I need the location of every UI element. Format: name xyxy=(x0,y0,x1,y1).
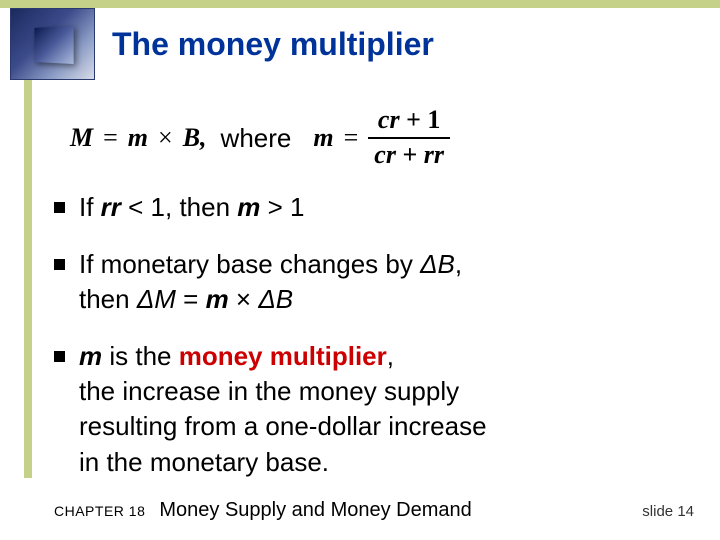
b2-eq: = xyxy=(176,284,206,314)
footer-left: CHAPTER 18 Money Supply and Money Demand xyxy=(54,499,472,522)
formula-eq2: = xyxy=(344,123,359,153)
formula-B: B xyxy=(183,123,200,153)
num-cr: cr xyxy=(378,105,400,134)
b3-m: m xyxy=(79,341,109,371)
b3-l1b: money multiplier xyxy=(179,341,387,371)
bullet-marker xyxy=(54,202,65,213)
bullet-2-text: If monetary base changes by ΔB, then ΔM … xyxy=(79,247,462,317)
top-bar xyxy=(0,0,720,8)
bullet-2: If monetary base changes by ΔB, then ΔM … xyxy=(54,247,664,317)
page-title: The money multiplier xyxy=(112,26,434,63)
formula: M = m × B , where m = cr + 1 cr + rr xyxy=(70,106,670,170)
chapter-label: CHAPTER 18 xyxy=(54,503,145,519)
b3-l4: in the monetary base. xyxy=(79,447,329,477)
den-cr: cr xyxy=(374,140,396,169)
formula-where: where xyxy=(221,123,292,154)
fraction-numerator: cr + 1 xyxy=(372,106,447,135)
footer: CHAPTER 18 Money Supply and Money Demand… xyxy=(54,499,694,522)
bullet-1-text: If rr < 1, then m > 1 xyxy=(79,190,305,225)
bullet-list: If rr < 1, then m > 1 If monetary base c… xyxy=(54,190,664,502)
den-plus: + xyxy=(402,140,417,169)
slide-icon-inner xyxy=(34,26,73,64)
b1-rr: rr xyxy=(101,192,121,222)
b3-l2: the increase in the money supply xyxy=(79,376,459,406)
b3-l1c: , xyxy=(387,341,394,371)
b2-dB2: ΔB xyxy=(258,284,293,314)
bullet-1: If rr < 1, then m > 1 xyxy=(54,190,664,225)
formula-fraction: cr + 1 cr + rr xyxy=(368,106,450,169)
b2-times: × xyxy=(229,284,259,314)
bullet-3: m is the money multiplier, the increase … xyxy=(54,339,664,479)
bullet-3-text: m is the money multiplier, the increase … xyxy=(79,339,487,479)
formula-times: × xyxy=(158,123,173,153)
b2-dB: ΔB xyxy=(420,249,455,279)
fraction-denominator: cr + rr xyxy=(368,141,450,170)
formula-comma: , xyxy=(200,123,207,153)
b3-l3: resulting from a one-dollar increase xyxy=(79,411,487,441)
slide-icon xyxy=(10,8,95,80)
b1-m: m xyxy=(237,192,267,222)
bullet-marker xyxy=(54,351,65,362)
b1-post: > 1 xyxy=(268,192,305,222)
b2-l1-post: , xyxy=(455,249,462,279)
chapter-title: Money Supply and Money Demand xyxy=(159,499,471,522)
slide-number: slide 14 xyxy=(642,503,694,520)
formula-m: m xyxy=(128,123,148,153)
b2-m: m xyxy=(206,284,229,314)
formula-m2: m xyxy=(313,123,333,153)
b2-dM: ΔM xyxy=(137,284,176,314)
formula-M: M xyxy=(70,123,93,153)
b2-l2-pre: then xyxy=(79,284,137,314)
num-plus: + xyxy=(406,105,421,134)
b3-l1a: is the xyxy=(109,341,178,371)
b2-l1-pre: If monetary base changes by xyxy=(79,249,420,279)
num-one: 1 xyxy=(427,105,440,134)
b1-pre: If xyxy=(79,192,101,222)
den-rr: rr xyxy=(424,140,444,169)
fraction-bar xyxy=(368,137,450,139)
b1-mid: < 1, then xyxy=(121,192,237,222)
bullet-marker xyxy=(54,259,65,270)
formula-eq1: = xyxy=(103,123,118,153)
